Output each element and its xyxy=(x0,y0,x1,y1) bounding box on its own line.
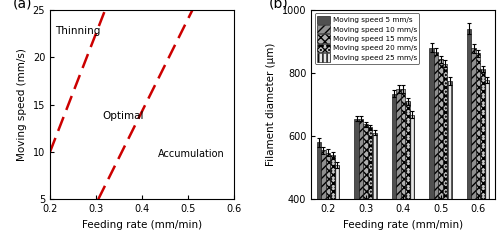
Bar xyxy=(438,59,443,246)
Bar xyxy=(372,133,377,246)
Text: Optimal: Optimal xyxy=(103,111,144,121)
Text: (b): (b) xyxy=(269,0,288,11)
Bar xyxy=(396,89,401,246)
X-axis label: Feeding rate (mm/min): Feeding rate (mm/min) xyxy=(82,220,202,230)
Bar xyxy=(364,124,368,246)
Bar xyxy=(448,81,452,246)
Bar xyxy=(368,127,372,246)
Y-axis label: Moving speed (mm/s): Moving speed (mm/s) xyxy=(17,48,27,161)
Bar xyxy=(472,48,476,246)
Bar xyxy=(443,63,448,246)
Text: Thinning: Thinning xyxy=(54,26,100,35)
Bar xyxy=(406,101,410,246)
Text: (a): (a) xyxy=(13,0,32,11)
Bar xyxy=(410,115,414,246)
Legend: Moving speed 5 mm/s, Moving speed 10 mm/s, Moving speed 15 mm/s, Moving speed 20: Moving speed 5 mm/s, Moving speed 10 mm/… xyxy=(314,14,419,64)
Bar xyxy=(392,93,396,246)
Bar xyxy=(467,29,471,246)
Bar xyxy=(354,119,359,246)
Bar xyxy=(430,48,434,246)
Bar xyxy=(316,142,321,246)
Bar xyxy=(326,153,330,246)
Bar xyxy=(434,51,438,246)
Bar xyxy=(401,89,406,246)
Bar xyxy=(359,119,364,246)
Bar xyxy=(330,155,335,246)
Bar xyxy=(485,80,490,246)
Y-axis label: Filament diameter (μm): Filament diameter (μm) xyxy=(266,43,276,166)
Bar xyxy=(476,53,480,246)
Bar xyxy=(480,69,485,246)
Bar xyxy=(335,165,340,246)
X-axis label: Feeding rate (mm/min): Feeding rate (mm/min) xyxy=(343,220,463,230)
Text: Accumulation: Accumulation xyxy=(158,149,225,159)
Bar xyxy=(321,150,326,246)
